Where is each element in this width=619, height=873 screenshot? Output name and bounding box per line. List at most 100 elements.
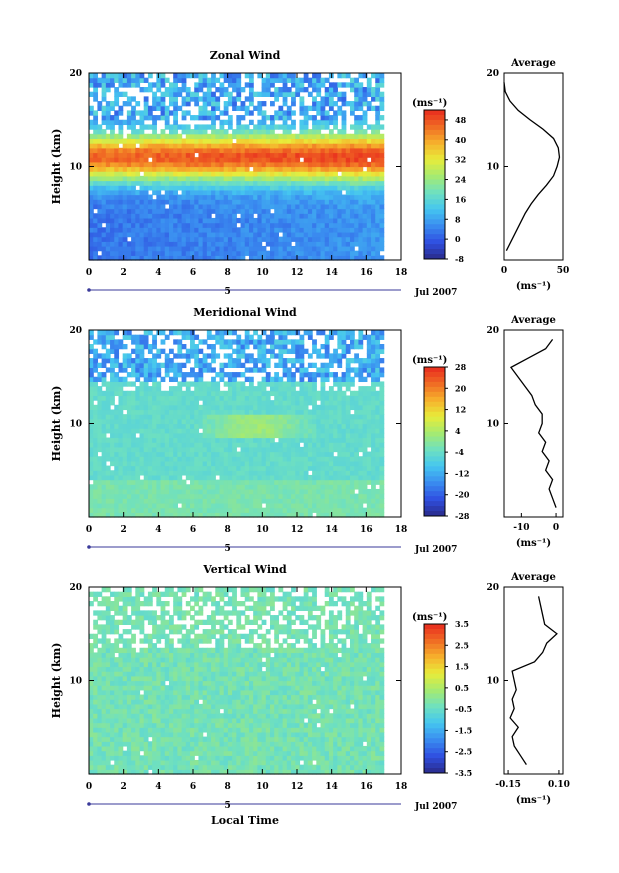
heatmap-cell — [93, 507, 99, 513]
heatmap-cell — [337, 404, 343, 411]
heatmap-cell — [265, 203, 271, 210]
heatmap-cell — [139, 138, 145, 144]
heatmap-cell — [223, 180, 229, 186]
heatmap-cell — [291, 460, 296, 467]
heatmap-cell — [114, 119, 120, 126]
heatmap-cell — [101, 152, 107, 158]
heatmap-cell — [303, 255, 309, 261]
heatmap-cell — [291, 479, 296, 485]
heatmap-cell — [303, 474, 309, 481]
heatmap-cell — [333, 446, 338, 453]
heatmap-cell — [190, 451, 195, 457]
heatmap-cell — [299, 189, 305, 196]
heatmap-cell — [345, 330, 351, 336]
heatmap-cell — [131, 358, 136, 364]
heatmap-cell — [152, 129, 157, 135]
heatmap-cell — [101, 175, 107, 182]
heatmap-cell — [248, 502, 254, 509]
heatmap-cell — [345, 348, 351, 354]
heatmap-cell — [131, 465, 136, 471]
heatmap-cell — [135, 161, 141, 168]
heatmap-cell — [349, 358, 355, 364]
heatmap-cell — [164, 213, 170, 219]
heatmap-cell — [291, 442, 296, 448]
heatmap-cell — [270, 203, 275, 210]
heatmap-cell — [194, 362, 200, 368]
heatmap-cell — [118, 147, 124, 154]
heatmap-cell — [118, 339, 124, 345]
heatmap-cell — [152, 171, 157, 177]
heatmap-cell — [164, 442, 170, 448]
heatmap-cell — [181, 507, 187, 513]
heatmap-cell — [122, 362, 128, 368]
heatmap-cell — [307, 390, 313, 397]
heatmap-cell — [215, 400, 221, 406]
heatmap-cell — [194, 484, 200, 490]
heatmap-cell — [333, 217, 338, 224]
heatmap-cell — [139, 470, 145, 476]
heatmap-cell — [135, 334, 141, 340]
heatmap-cell — [333, 376, 338, 383]
heatmap-cell — [278, 180, 284, 186]
heatmap-cell — [349, 456, 355, 462]
heatmap-cell — [244, 339, 250, 345]
heatmap-cell — [156, 87, 162, 93]
heatmap-cell — [345, 386, 351, 392]
heatmap-cell — [303, 484, 309, 490]
heatmap-cell — [181, 199, 187, 205]
heatmap-cell — [366, 474, 372, 481]
heatmap-cell — [152, 334, 157, 340]
heatmap-cell — [105, 404, 111, 411]
heatmap-cell — [270, 474, 275, 481]
heatmap-cell — [194, 400, 200, 406]
heatmap-cell — [89, 446, 94, 453]
heatmap-cell — [236, 507, 242, 513]
heatmap-cell — [257, 334, 263, 340]
heatmap-cell — [131, 442, 136, 448]
heatmap-cell — [122, 367, 128, 373]
heatmap-cell — [295, 245, 301, 252]
heatmap-cell — [362, 418, 368, 425]
heatmap-cell — [299, 250, 305, 256]
heatmap-cell — [135, 119, 141, 126]
heatmap-cell — [135, 138, 141, 144]
heatmap-cell — [303, 512, 309, 518]
heatmap-cell — [324, 119, 330, 126]
heatmap-cell — [181, 110, 187, 116]
heatmap-cell — [274, 231, 280, 238]
heatmap-cell — [105, 418, 111, 425]
heatmap-cell — [114, 208, 120, 214]
heatmap-cell — [328, 395, 334, 401]
heatmap-cell — [371, 376, 376, 383]
heatmap-cell — [282, 213, 288, 219]
heatmap-cell — [349, 488, 355, 495]
heatmap-cell — [160, 339, 166, 345]
heatmap-cell — [278, 409, 284, 415]
heatmap-cell — [362, 87, 368, 93]
colorbar-segment — [424, 144, 445, 151]
heatmap-cell — [206, 451, 212, 457]
heatmap-cell — [261, 386, 267, 392]
heatmap-cell — [316, 208, 322, 214]
heatmap-cell — [181, 203, 187, 210]
heatmap-cell — [274, 404, 280, 411]
heatmap-cell — [236, 245, 242, 252]
heatmap-cell — [177, 381, 183, 387]
heatmap-cell — [152, 185, 157, 191]
heatmap-cell — [173, 479, 178, 485]
heatmap-cell — [135, 344, 141, 350]
heatmap-cell — [320, 414, 326, 420]
heatmap-cell — [135, 203, 141, 210]
heatmap-cell — [274, 451, 280, 457]
heatmap-cell — [333, 171, 338, 177]
heatmap-cell — [173, 395, 178, 401]
heatmap-cell — [270, 418, 275, 425]
heatmap-cell — [362, 250, 368, 256]
heatmap-cell — [177, 414, 183, 420]
heatmap-cell — [202, 124, 208, 130]
heatmap-cell — [341, 91, 347, 97]
heatmap-cell — [114, 115, 120, 121]
heatmap-cell — [160, 446, 166, 453]
heatmap-cell — [244, 418, 250, 425]
heatmap-cell — [236, 115, 242, 121]
